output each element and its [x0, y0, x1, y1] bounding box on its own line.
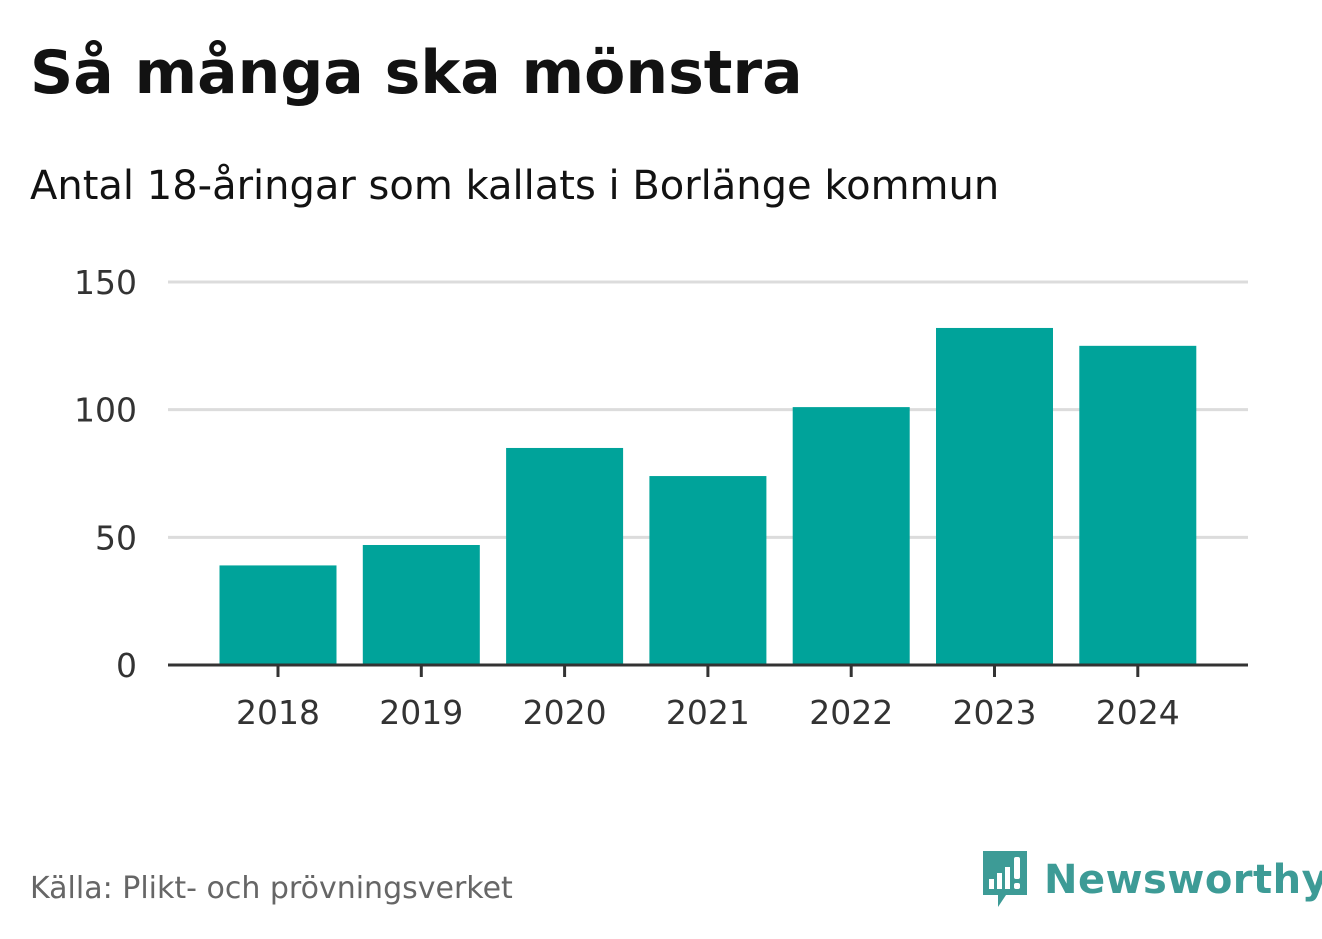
- y-tick-label: 0: [116, 646, 137, 685]
- x-tick-label: 2018: [236, 693, 320, 732]
- x-axis: 2018 2019 2020 2021 2022 2023 2024: [168, 663, 1248, 732]
- bar-2018: [219, 565, 337, 665]
- y-tick-label: 150: [74, 263, 137, 302]
- y-tick-label: 100: [74, 391, 137, 430]
- bar-2021: [649, 476, 767, 665]
- bar-chart: 0 50 100 150 2018 2019 2020 2021 2022 2023 2024: [74, 263, 1248, 732]
- source-note: Källa: Plikt- och prövningsverket: [30, 871, 513, 906]
- bars: [219, 327, 1197, 665]
- brand-name: Newsworthy: [1044, 857, 1322, 903]
- x-tick-label: 2020: [523, 693, 607, 732]
- x-tick-label: 2023: [953, 693, 1037, 732]
- page-subtitle: Antal 18-åringar som kallats i Borlänge …: [30, 163, 1000, 209]
- x-tick-label: 2019: [379, 693, 463, 732]
- x-tick-label: 2024: [1096, 693, 1180, 732]
- bar-2024: [1079, 345, 1197, 665]
- page-title: Så många ska mönstra: [30, 38, 803, 108]
- y-tick-label: 50: [95, 518, 137, 557]
- x-tick-label: 2022: [809, 693, 893, 732]
- x-tick-label: 2021: [666, 693, 750, 732]
- y-axis-ticks: 0 50 100 150: [74, 263, 137, 685]
- bar-2023: [936, 327, 1053, 665]
- brand-logo: Newsworthy: [980, 848, 1322, 912]
- bar-2022: [792, 407, 910, 665]
- newsworthy-logo-icon: [983, 851, 1027, 907]
- bar-2020: [506, 447, 624, 665]
- bar-2019: [362, 544, 480, 665]
